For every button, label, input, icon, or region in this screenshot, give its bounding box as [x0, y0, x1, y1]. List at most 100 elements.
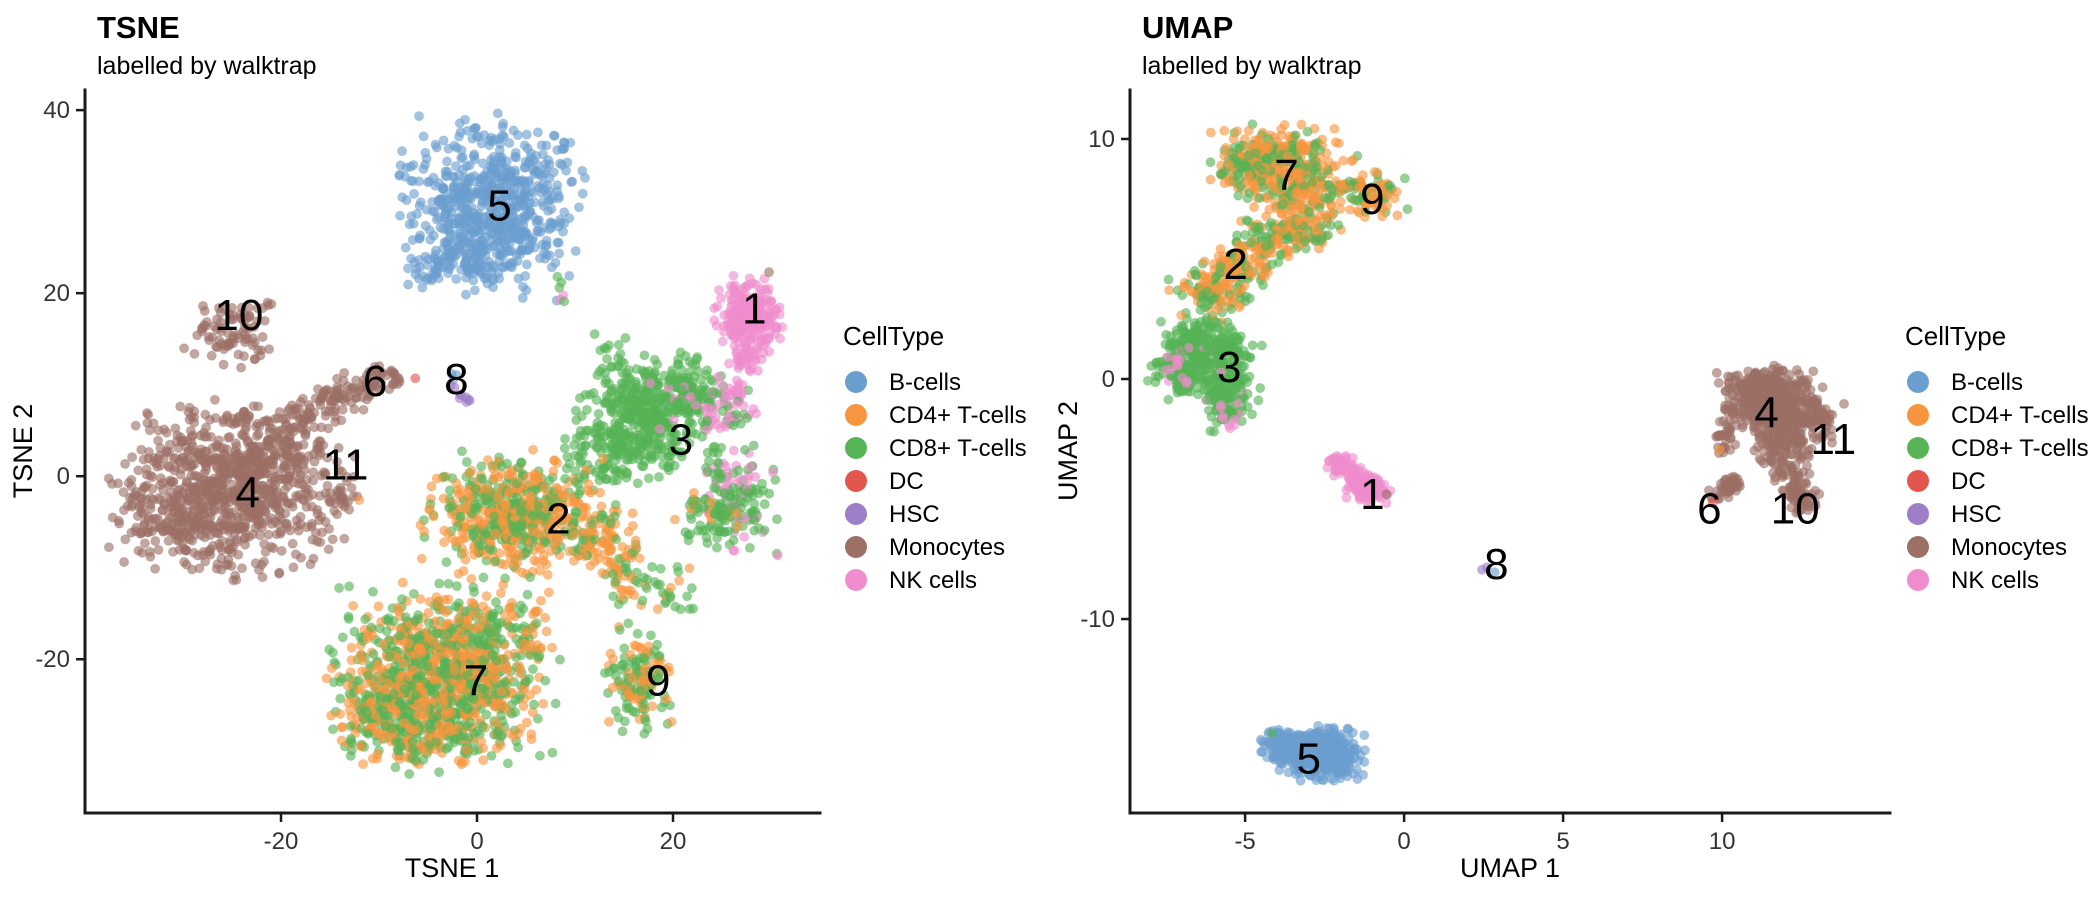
data-point	[460, 503, 471, 514]
data-point	[661, 391, 672, 402]
data-point	[495, 213, 507, 224]
data-point	[672, 400, 683, 411]
data-point	[594, 475, 605, 486]
data-point	[212, 463, 223, 474]
data-point	[466, 573, 477, 585]
data-point	[492, 108, 503, 119]
data-point	[740, 513, 751, 525]
data-point	[729, 287, 741, 298]
data-point	[346, 655, 357, 666]
data-point	[652, 359, 663, 370]
data-point	[189, 348, 200, 359]
data-point	[143, 527, 154, 538]
data-point	[517, 517, 528, 528]
cluster-points	[354, 494, 365, 506]
data-point	[415, 519, 426, 531]
data-point	[433, 599, 444, 610]
data-point	[759, 525, 770, 536]
data-point	[606, 384, 617, 395]
data-point	[535, 595, 547, 606]
data-point	[281, 418, 292, 429]
data-point	[547, 642, 558, 653]
data-point	[501, 163, 512, 174]
data-point	[624, 399, 635, 410]
data-point	[233, 412, 244, 423]
data-point	[478, 755, 489, 766]
data-point	[174, 490, 185, 501]
x-tick-label: 20	[660, 828, 687, 855]
data-point	[494, 152, 505, 163]
data-point	[186, 431, 197, 442]
data-point	[457, 152, 468, 163]
data-point	[759, 273, 770, 284]
data-point	[504, 137, 515, 149]
data-point	[592, 370, 603, 381]
data-point	[153, 544, 164, 556]
data-point	[559, 443, 570, 454]
data-point	[242, 437, 253, 448]
data-point	[439, 237, 450, 248]
data-point	[510, 194, 522, 206]
data-point	[342, 680, 353, 691]
data-point	[725, 491, 736, 502]
data-point	[133, 545, 144, 556]
data-point	[487, 136, 498, 147]
data-point	[309, 422, 320, 433]
data-point	[397, 192, 408, 203]
data-point	[439, 537, 450, 548]
data-point	[570, 466, 581, 477]
data-point	[203, 486, 214, 497]
data-point	[469, 149, 480, 160]
data-point	[743, 299, 754, 310]
data-point	[554, 282, 565, 293]
data-point	[512, 549, 523, 560]
data-point	[523, 191, 534, 202]
data-point	[257, 521, 268, 533]
data-point	[451, 273, 462, 285]
data-point	[346, 642, 357, 653]
data-point	[179, 556, 190, 568]
data-point	[731, 508, 742, 519]
data-point	[176, 436, 187, 447]
data-point	[708, 482, 720, 493]
data-point	[724, 390, 736, 401]
data-point	[147, 494, 159, 505]
data-point	[521, 717, 532, 728]
data-point	[488, 262, 499, 273]
data-point	[215, 483, 227, 494]
data-point	[279, 442, 290, 453]
data-point	[293, 451, 304, 462]
data-point	[299, 465, 310, 476]
data-point	[513, 742, 524, 753]
data-point	[545, 546, 556, 557]
data-point	[559, 433, 571, 444]
data-point	[306, 501, 317, 512]
data-point	[570, 405, 581, 416]
data-point	[581, 425, 592, 436]
data-point	[443, 143, 454, 154]
data-point	[288, 562, 299, 573]
data-point	[503, 469, 514, 480]
data-point	[170, 462, 181, 473]
data-point	[432, 651, 443, 662]
data-point	[143, 409, 154, 420]
data-point	[383, 613, 394, 624]
data-point	[615, 441, 626, 452]
data-point	[596, 501, 607, 512]
data-point	[405, 161, 416, 172]
data-point	[381, 626, 392, 637]
data-point	[223, 554, 234, 565]
data-point	[464, 192, 475, 203]
data-point	[203, 475, 215, 486]
tsne-panel: TSNE labelled by walktrap -20 0 2040200-20…	[8, 10, 822, 883]
data-point	[118, 505, 130, 516]
data-point	[737, 387, 748, 398]
data-point	[608, 591, 619, 602]
data-point	[742, 474, 753, 485]
data-point	[496, 516, 507, 527]
data-point	[449, 665, 460, 676]
data-point	[126, 527, 137, 538]
data-point	[654, 423, 665, 435]
data-point	[485, 154, 497, 166]
